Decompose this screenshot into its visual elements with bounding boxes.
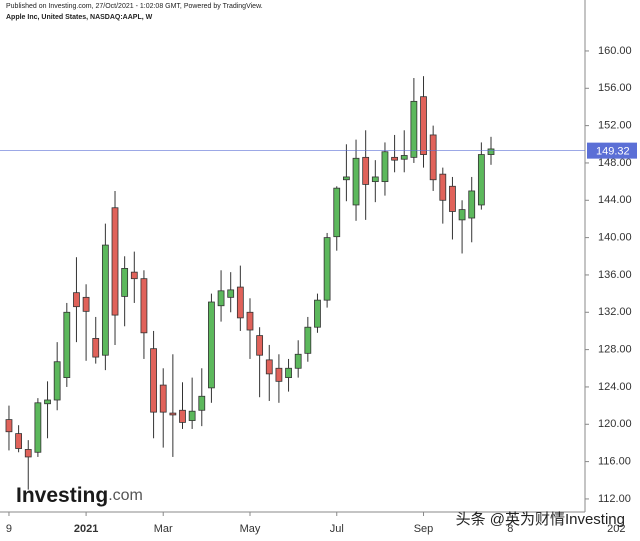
x-tick-label: Sep	[414, 523, 434, 535]
candle-body	[227, 289, 235, 298]
candle-body	[477, 154, 485, 206]
candle-body	[487, 148, 495, 155]
watermark-brand: Investing	[16, 484, 108, 507]
y-tick-label: 156.00	[598, 82, 632, 94]
y-tick-label: 128.00	[598, 344, 632, 356]
candle-body	[111, 207, 119, 316]
candle-body	[381, 151, 389, 183]
y-tick-label: 140.00	[598, 232, 632, 244]
y-tick-label: 132.00	[598, 306, 632, 318]
y-tick-label: 116.00	[598, 456, 631, 468]
candle-body	[92, 338, 100, 358]
x-tick-label: 8	[507, 523, 513, 535]
candle-body	[236, 286, 244, 319]
candle-body	[468, 190, 476, 219]
published-note: Published on Investing.com, 27/Oct/2021 …	[6, 3, 263, 10]
candle-body	[198, 395, 206, 411]
candle-body	[130, 271, 138, 280]
last-price-box	[587, 142, 637, 159]
candle-body	[343, 176, 350, 181]
candle-body	[391, 156, 398, 161]
candle-body	[314, 299, 321, 328]
y-tick-label: 124.00	[598, 381, 632, 393]
candle-body	[275, 367, 283, 382]
candle-body	[420, 96, 427, 155]
candle-body	[82, 296, 90, 312]
watermark-logo: Investing.com	[16, 484, 143, 507]
candle-body	[159, 384, 167, 413]
candle-body	[169, 412, 177, 416]
candle-body	[458, 209, 466, 221]
candle-body	[429, 134, 437, 181]
candle-body	[265, 359, 273, 375]
source-watermark: 头条 @英为财情Investing	[456, 510, 625, 528]
candle-body	[53, 361, 61, 401]
x-tick-label: 2021	[74, 523, 98, 535]
x-tick-label: 9	[6, 523, 12, 535]
candle-body	[5, 419, 13, 433]
candle-body	[362, 156, 370, 185]
candle-body	[333, 187, 341, 238]
candle-body	[400, 155, 408, 160]
candle-body	[179, 409, 186, 423]
candle-body	[304, 326, 312, 354]
symbol-title: Apple Inc, United States, NASDAQ:AAPL, W	[6, 14, 153, 21]
candle-body	[256, 335, 264, 356]
candle-body	[44, 399, 51, 405]
candle-body	[15, 433, 22, 449]
candle-body	[449, 185, 456, 212]
candle-body	[294, 353, 302, 369]
x-tick-label: Jul	[330, 523, 344, 535]
candle-body	[34, 402, 42, 453]
candle-body	[371, 176, 379, 183]
y-tick-label: 112.00	[598, 493, 631, 505]
plot: 112.00 116.00 120.00 124.00 128.00 132.00 136.…	[0, 45, 637, 535]
candle-body	[101, 244, 109, 356]
x-tick-label: Mar	[154, 523, 173, 535]
candle-body	[188, 410, 196, 421]
x-tick-label: May	[240, 523, 261, 535]
candle-body	[140, 278, 148, 334]
candle-body	[73, 292, 80, 308]
candle-body	[439, 173, 447, 201]
candle-body	[24, 449, 32, 458]
candle-body	[150, 348, 157, 413]
candle-body	[121, 268, 129, 297]
candle-body	[208, 301, 215, 389]
y-tick-label: 120.00	[598, 418, 632, 430]
y-tick-label: 144.00	[598, 194, 632, 206]
candle-body	[246, 311, 254, 331]
candle-body	[323, 237, 331, 301]
y-tick-label: 160.00	[598, 45, 632, 57]
candle-body	[217, 290, 225, 307]
x-tick-label: 202	[607, 523, 625, 535]
y-tick-label: 136.00	[598, 269, 632, 281]
y-tick-label: 148.00	[598, 157, 632, 169]
candle-body	[410, 100, 418, 158]
y-tick-label: 152.00	[598, 120, 632, 132]
candle-body	[285, 367, 292, 379]
last-price-label: 149.32	[596, 146, 630, 158]
candle-body	[63, 311, 71, 379]
candle-body	[352, 157, 360, 206]
watermark-suffix: .com	[108, 487, 143, 504]
